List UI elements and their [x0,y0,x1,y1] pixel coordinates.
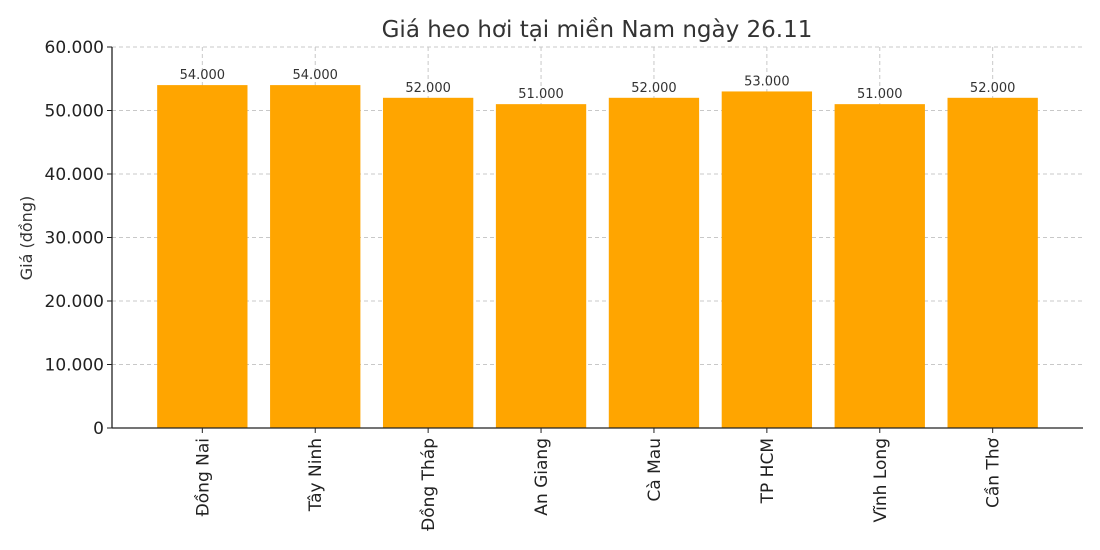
y-tick-label: 30.000 [45,229,104,249]
data-labels: 54.000 54.000 52.000 51.000 52.000 53.000 51.0… [180,68,1016,102]
x-axis-ticks: Đồng Nai Tây Ninh Đồng Tháp An Giang Cà Mau T… [192,428,1004,531]
bar [947,97,1038,429]
x-tick-label: An Giang [532,438,552,516]
bar [382,97,474,429]
bar [270,85,361,428]
y-tick-label: 40.000 [45,165,104,185]
bar [608,97,700,429]
data-label: 54.000 [292,68,338,83]
x-tick-label: Vĩnh Long [871,438,891,522]
data-label: 52.000 [405,81,451,96]
y-tick-label: 0 [93,419,104,439]
y-tick-label: 20.000 [45,292,104,312]
y-tick-label: 10.000 [45,356,104,376]
data-label: 51.000 [518,87,564,102]
data-label: 52.000 [970,81,1016,96]
y-tick-label: 50.000 [45,102,104,122]
bar [495,104,587,429]
x-tick-label: Cần Thơ [983,437,1004,508]
x-tick-label: TP HCM [758,438,778,504]
data-label: 54.000 [180,68,226,83]
chart-title: Giá heo hơi tại miền Nam ngày 26.11 [382,17,813,43]
x-tick-label: Tây Ninh [306,438,326,512]
x-tick-label: Cà Mau [645,438,665,502]
data-label: 52.000 [631,81,677,96]
bars [157,85,1038,429]
bar [834,104,925,429]
bar [157,85,248,428]
x-tick-label: Đồng Tháp [418,438,439,531]
y-tick-label: 60.000 [45,38,104,58]
data-label: 53.000 [744,74,790,89]
bar [721,91,813,428]
x-tick-label: Đồng Nai [192,438,213,516]
y-axis-label: Giá (đồng) [17,196,36,280]
y-axis-ticks: 0 10.000 20.000 30.000 40.000 50.000 60.000 [45,38,112,439]
data-label: 51.000 [857,87,903,102]
grid-lines [112,46,1083,429]
